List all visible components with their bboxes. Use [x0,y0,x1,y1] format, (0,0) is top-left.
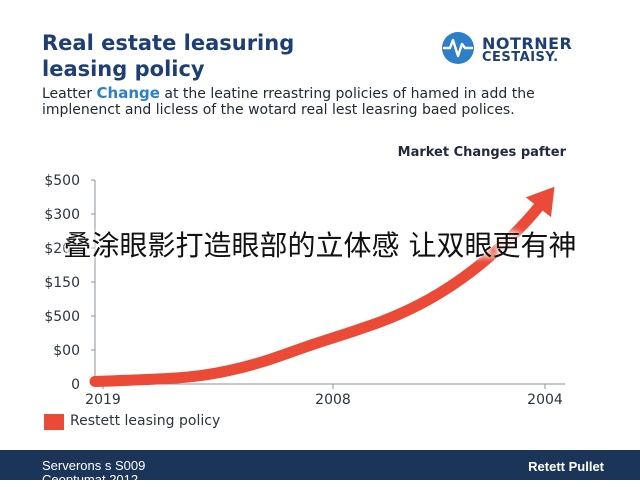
y-axis-labels: 0 $00 $500 $150 $200 $300 $500 [44,173,80,393]
x-tick-label: 2019 [85,392,121,408]
y-tick-label: $200 [44,241,80,257]
footer-bar: Serverons s S009 Ceoptumat 2012 Retett P… [0,450,640,487]
chart-annotation: Market Changes pafter [398,145,567,160]
x-tick-label: 2004 [527,392,563,408]
subtitle-highlight: Change [96,84,160,102]
y-tick-label: $300 [44,207,80,223]
brand-name-line-2: CESTAISY. [482,50,559,65]
legend-swatch [44,414,64,430]
y-tick-label: 0 [71,377,80,393]
title-line-1: Real estate leasuring [42,31,295,55]
overlay-caption: 叠涂眼影打造眼部的立体感 让双眼更有神 [63,229,577,262]
legend-label: Restett leasing policy [70,413,221,429]
page-title: Real estate leasuring leasing policy [42,30,402,82]
brand-logo: NOTRNER CESTAISY. [438,30,618,70]
y-tick-label: $00 [53,343,80,359]
chart-series [89,186,555,387]
footer-left-line-1: Serverons s S009 [42,458,146,473]
y-tick-label: $500 [44,173,80,189]
series-line [89,193,551,387]
page-subtitle: Leatter Change at the leatine rreastring… [42,85,612,118]
subtitle-text-start: Leatter [42,86,97,102]
brand-name-line-1: NOTRNER [482,34,573,53]
x-tick-label: 2008 [315,392,351,408]
y-tick-label: $500 [44,309,80,325]
x-axis-labels: 2019 2008 2004 [85,392,563,408]
chart-axes [91,179,565,389]
heartbeat-circle-icon [442,32,474,64]
series-arrowhead [525,186,555,218]
subtitle-text-end: at the leatine rreastring policies of ha… [42,86,535,118]
y-tick-label: $150 [44,275,80,291]
title-line-2: leasing policy [42,57,205,81]
line-chart: 0 $00 $500 $150 $200 $300 $500 2019 2008 2004 Ma… [44,145,567,408]
footer-right-text: Retett Pullet [528,459,604,474]
